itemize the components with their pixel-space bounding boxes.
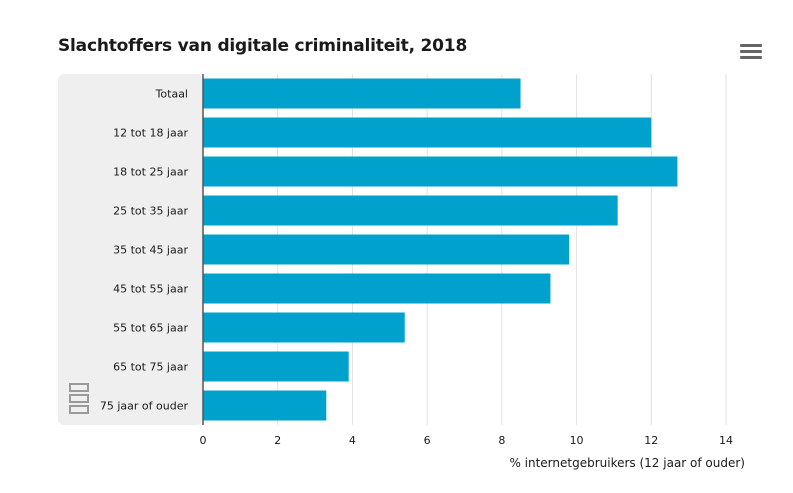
bars: [203, 78, 678, 421]
bar[interactable]: [203, 390, 327, 421]
x-tick-label: 10: [570, 434, 584, 447]
bar[interactable]: [203, 234, 570, 265]
category-labels: Totaal 12 tot 18 jaar 18 tot 25 jaar 25 tot…: [100, 88, 189, 413]
bar[interactable]: [203, 312, 405, 343]
bar[interactable]: [203, 195, 618, 226]
category-label: 65 tot 75 jaar: [113, 361, 188, 374]
cbs-logo-icon: [69, 383, 89, 414]
x-tick-label: 12: [644, 434, 658, 447]
category-label: 45 tot 55 jaar: [113, 283, 188, 296]
bar[interactable]: [203, 156, 678, 187]
menu-line: [740, 44, 762, 47]
x-tick-label: 8: [498, 434, 505, 447]
bar[interactable]: [203, 351, 349, 382]
x-axis-label: % internetgebruikers (12 jaar of ouder): [509, 456, 745, 470]
category-label: 25 tot 35 jaar: [113, 205, 188, 218]
category-label: 12 tot 18 jaar: [113, 127, 188, 140]
x-tick-labels: 0 2 4 6 8 10 12 14: [200, 434, 734, 447]
category-label: 35 tot 45 jaar: [113, 244, 188, 257]
menu-line: [740, 50, 762, 53]
x-tick-label: 6: [424, 434, 431, 447]
menu-line: [740, 56, 762, 59]
bar[interactable]: [203, 78, 521, 109]
category-label: 18 tot 25 jaar: [113, 166, 188, 179]
x-tick-label: 14: [719, 434, 733, 447]
hamburger-menu-icon[interactable]: [740, 44, 762, 60]
category-label: 55 tot 65 jaar: [113, 322, 188, 335]
category-label: 75 jaar of ouder: [100, 400, 189, 413]
x-tick-label: 0: [200, 434, 207, 447]
page-title: Slachtoffers van digitale criminaliteit,…: [58, 36, 468, 56]
category-panel: [58, 74, 203, 425]
category-label: Totaal: [155, 88, 188, 101]
x-tick-label: 2: [274, 434, 281, 447]
x-tick-label: 4: [349, 434, 356, 447]
bar[interactable]: [203, 117, 652, 148]
bar[interactable]: [203, 273, 551, 304]
